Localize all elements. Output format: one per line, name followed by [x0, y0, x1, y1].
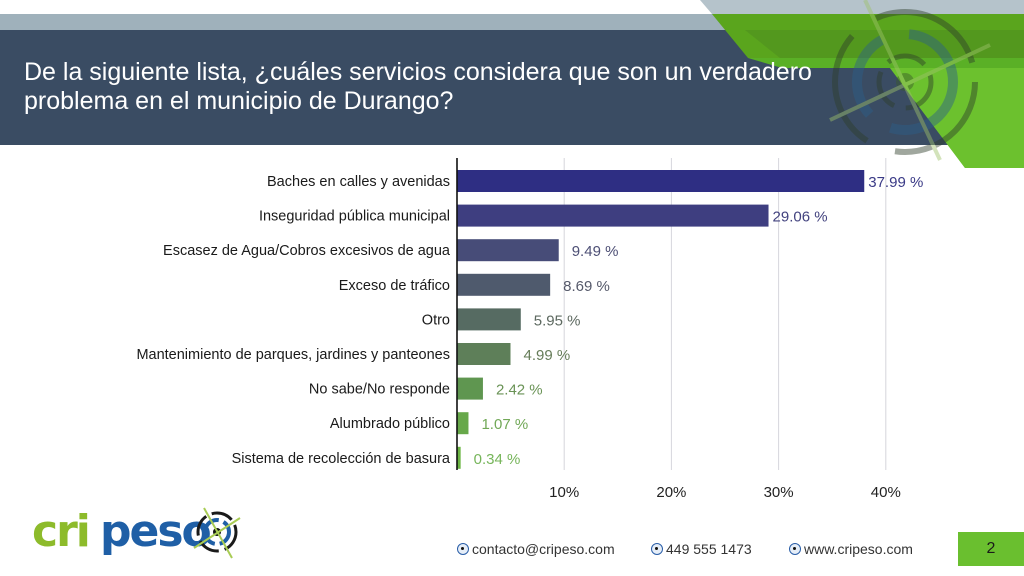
category-label: Escasez de Agua/Cobros excesivos de agua [163, 243, 451, 259]
x-tick-label: 30% [764, 484, 794, 501]
bar [457, 343, 511, 365]
footer-email[interactable]: contacto@cripeso.com [457, 541, 615, 557]
bar [457, 170, 865, 192]
x-tick-label: 40% [871, 484, 901, 501]
target-bullet-icon [651, 543, 663, 555]
deco-light-strip [700, 0, 1024, 14]
target-watermark-icon [829, 0, 991, 161]
footer-phone[interactable]: 449 555 1473 [651, 541, 752, 557]
bar [457, 377, 483, 400]
value-label: 29.06 % [773, 209, 828, 226]
value-label: 37.99 % [868, 174, 923, 191]
category-label: No sabe/No responde [309, 382, 450, 398]
bar [457, 308, 521, 331]
target-bullet-icon [789, 543, 801, 555]
category-label: Mantenimiento de parques, jardines y pan… [136, 347, 450, 363]
logo-text-blue: peso [100, 506, 211, 557]
value-label: 8.69 % [563, 278, 610, 295]
target-bullet-icon [457, 543, 469, 555]
phone-text: 449 555 1473 [666, 541, 752, 557]
chart-category-labels: Baches en calles y avenidas Inseguridad p… [136, 174, 450, 467]
slide-title: De la siguiente lista, ¿cuáles servicios… [24, 58, 812, 115]
bar [457, 204, 769, 227]
bar [457, 412, 469, 435]
bar [457, 239, 559, 262]
value-label: 0.34 % [474, 451, 521, 468]
logo-text-green: cri [32, 506, 89, 557]
page-number: 2 [958, 532, 1024, 566]
website-text: www.cripeso.com [804, 541, 913, 557]
value-label: 1.07 % [481, 416, 528, 433]
value-label: 2.42 % [496, 382, 543, 399]
category-label: Baches en calles y avenidas [267, 174, 450, 190]
deco-green-shade [745, 30, 1024, 58]
deco-green-light [890, 68, 1024, 168]
bar [457, 273, 551, 296]
value-label: 9.49 % [572, 243, 619, 260]
category-label: Sistema de recolección de basura [232, 451, 451, 467]
category-label: Alumbrado público [330, 416, 450, 432]
bar [457, 446, 461, 469]
category-label: Inseguridad pública municipal [259, 209, 450, 225]
logo-target-icon [193, 507, 241, 559]
chart-x-tick-labels: 10% 20% 30% 40% [549, 484, 901, 501]
x-tick-label: 10% [549, 484, 579, 501]
email-text: contacto@cripeso.com [472, 541, 615, 557]
category-label: Exceso de tráfico [339, 278, 450, 294]
category-label: Otro [422, 312, 450, 328]
value-label: 5.95 % [534, 312, 581, 329]
x-tick-label: 20% [656, 484, 686, 501]
value-label: 4.99 % [523, 347, 570, 364]
chart-bars [457, 170, 865, 469]
header-decoration [700, 0, 1024, 168]
cripeso-logo: cri peso [32, 506, 241, 559]
footer-website[interactable]: www.cripeso.com [789, 541, 913, 557]
chart-value-labels: 37.99 % 29.06 % 9.49 % 8.69 % 5.95 % 4.99 % 2.… [474, 174, 924, 468]
